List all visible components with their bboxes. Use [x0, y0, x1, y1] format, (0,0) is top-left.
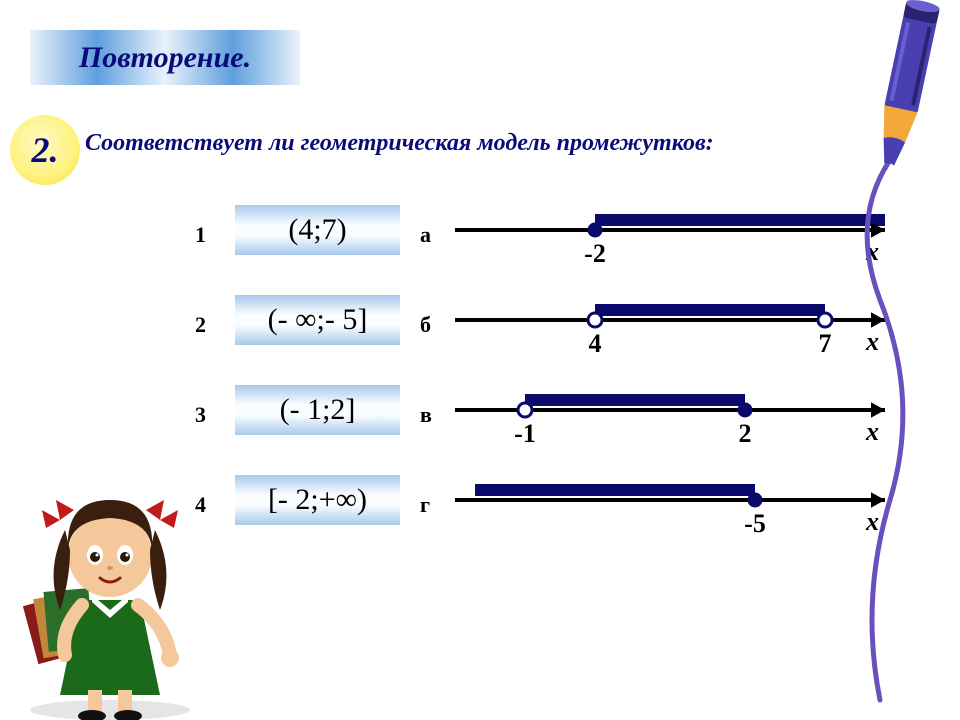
- row-2: 2(- ∞;- 5]бх47: [0, 290, 960, 370]
- title-box: Повторение.: [30, 30, 300, 85]
- svg-text:2: 2: [739, 419, 752, 448]
- svg-text:4: 4: [589, 329, 602, 358]
- interval-box: (4;7): [235, 205, 400, 255]
- title-text: Повторение.: [79, 41, 251, 75]
- row-letter: б: [420, 312, 431, 338]
- interval-text: (4;7): [288, 213, 346, 247]
- interval-box: (- ∞;- 5]: [235, 295, 400, 345]
- question-text: Соответствует ли геометрическая модель п…: [85, 130, 714, 157]
- row-number: 3: [195, 402, 206, 428]
- row-letter: г: [420, 492, 430, 518]
- svg-text:-5: -5: [744, 509, 766, 538]
- row-number: 1: [195, 222, 206, 248]
- svg-text:-1: -1: [514, 419, 536, 448]
- interval-box: [- 2;+∞): [235, 475, 400, 525]
- row-letter: в: [420, 402, 432, 428]
- interval-box: (- 1;2]: [235, 385, 400, 435]
- pencil-decoration: [820, 0, 950, 720]
- row-3: 3(- 1;2]вх-12: [0, 380, 960, 460]
- cartoon-girl: [10, 460, 210, 720]
- interval-text: [- 2;+∞): [268, 483, 367, 517]
- interval-text: (- 1;2]: [280, 393, 356, 427]
- row-1: 1(4;7)ах-2: [0, 200, 960, 280]
- question-number-badge: 2.: [10, 115, 80, 185]
- interval-text: (- ∞;- 5]: [268, 303, 368, 337]
- svg-text:-2: -2: [584, 239, 606, 268]
- badge-text: 2.: [32, 129, 59, 171]
- row-number: 2: [195, 312, 206, 338]
- row-letter: а: [420, 222, 431, 248]
